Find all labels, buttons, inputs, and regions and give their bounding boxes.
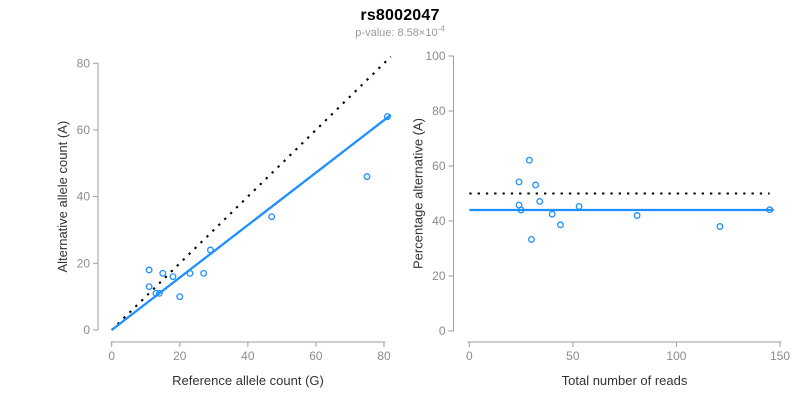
data-point bbox=[159, 269, 167, 277]
x-tick-label: 0 bbox=[108, 349, 115, 363]
data-point bbox=[176, 293, 184, 301]
data-point bbox=[575, 202, 583, 210]
x-axis-title: Reference allele count (G) bbox=[172, 373, 324, 388]
y-tick-label: 40 bbox=[77, 190, 91, 204]
data-point bbox=[633, 212, 641, 219]
y-tick-label: 20 bbox=[432, 269, 446, 283]
data-point bbox=[268, 213, 276, 221]
data-point bbox=[515, 178, 523, 186]
y-axis-title: Percentage alternative (A) bbox=[411, 118, 426, 269]
data-point bbox=[532, 181, 540, 189]
left-plot: 0 20 40 60 80 0 20 40 60 80 Reference allele count… bbox=[55, 55, 392, 388]
data-point bbox=[548, 210, 556, 218]
data-point bbox=[155, 289, 163, 297]
y-tick-label: 20 bbox=[77, 256, 91, 270]
data-point bbox=[200, 269, 208, 277]
x-tick-label: 60 bbox=[309, 349, 323, 363]
y-tick-label: 60 bbox=[77, 123, 91, 137]
y-tick-label: 60 bbox=[432, 159, 446, 173]
x-tick-label: 40 bbox=[241, 349, 255, 363]
data-point bbox=[716, 223, 724, 230]
x-tick-label: 20 bbox=[173, 349, 187, 363]
data-point bbox=[169, 273, 177, 281]
x-tick-label: 0 bbox=[466, 349, 473, 363]
y-tick-label: 40 bbox=[432, 214, 446, 228]
data-point bbox=[527, 235, 535, 243]
x-tick-label: 50 bbox=[566, 349, 580, 363]
y-tick-label: 0 bbox=[83, 323, 90, 337]
data-point bbox=[186, 269, 194, 277]
data-point bbox=[145, 266, 153, 274]
data-point bbox=[766, 206, 774, 214]
right-plot: 0 50 100 150 0 20 40 60 80 100 Total number of rea… bbox=[411, 49, 791, 388]
x-axis-title: Total number of reads bbox=[562, 373, 688, 388]
y-tick-label: 80 bbox=[77, 56, 91, 70]
y-tick-label: 0 bbox=[439, 324, 446, 338]
identity-line bbox=[110, 55, 392, 331]
data-point bbox=[363, 173, 371, 181]
y-axis-title: Alternative allele count (A) bbox=[55, 121, 70, 273]
data-point bbox=[152, 289, 160, 297]
x-tick-label: 150 bbox=[770, 349, 790, 363]
y-tick-label: 100 bbox=[425, 49, 445, 63]
data-point bbox=[206, 246, 214, 254]
fit-line bbox=[110, 114, 392, 331]
data-point bbox=[383, 113, 391, 121]
y-tick-label: 80 bbox=[432, 104, 446, 118]
data-point bbox=[517, 206, 525, 214]
x-tick-label: 80 bbox=[377, 349, 391, 363]
data-point bbox=[556, 221, 564, 229]
data-point bbox=[536, 198, 544, 205]
x-tick-label: 100 bbox=[666, 349, 686, 363]
data-point bbox=[525, 156, 533, 164]
data-point bbox=[145, 283, 153, 291]
